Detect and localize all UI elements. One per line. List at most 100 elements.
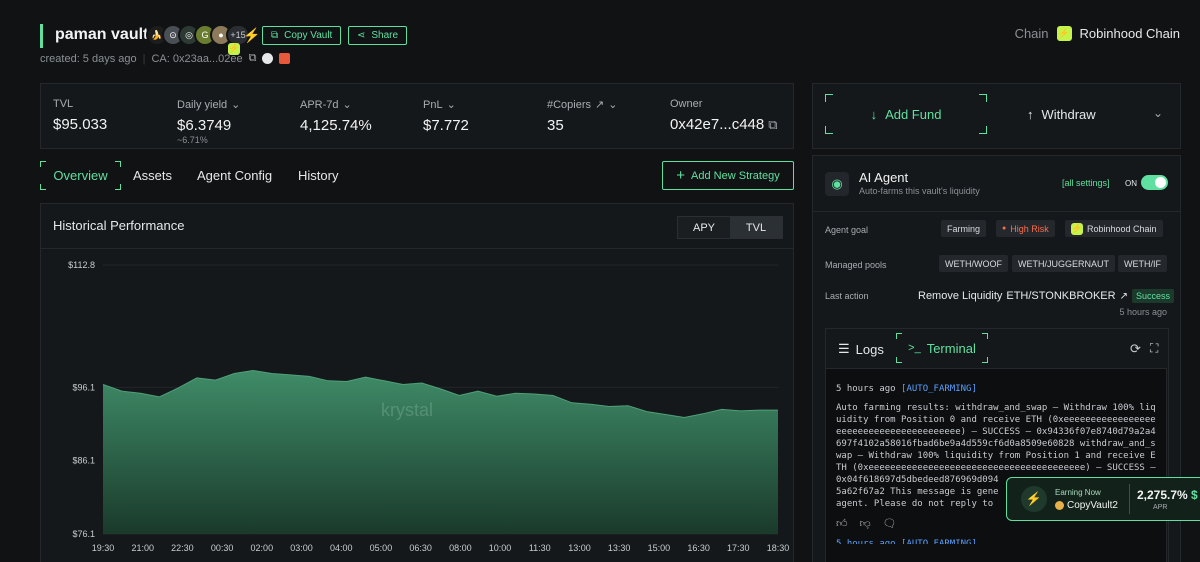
tab-overview[interactable]: Overview xyxy=(40,161,121,190)
historical-performance-panel: Historical Performance APY TVL $112.8 $96… xyxy=(40,203,794,562)
agent-description: Auto-farms this vault's liquidity xyxy=(859,186,980,196)
stat-daily-yield[interactable]: Daily yield ⌄ $6.3749 ~6.71% xyxy=(177,98,241,146)
tab-logs[interactable]: ☰ Logs xyxy=(838,341,884,357)
chevron-down-icon[interactable]: ⌄ xyxy=(1153,106,1164,120)
copy-icon: ⧉ xyxy=(271,30,279,41)
chevron-down-icon: ⌄ xyxy=(342,99,352,111)
toggle-tvl[interactable]: TVL xyxy=(730,217,782,238)
owner-address: 0x42e7...c448 xyxy=(670,116,765,133)
add-strategy-label: Add New Strategy xyxy=(691,169,780,182)
tvl-line-series xyxy=(102,369,778,419)
x-tick-label: 10:00 xyxy=(489,543,512,553)
robinhood-chain-icon: ⚡ xyxy=(1056,26,1072,41)
log-message-line: agent. Please do not reply to xyxy=(836,499,994,509)
withdraw-button[interactable]: ↑ Withdraw xyxy=(1027,94,1127,134)
earning-vault: CopyVault2 xyxy=(1055,500,1118,511)
earning-now-card[interactable]: ⚡ Earning Now CopyVault2 2,275.7% APR $ xyxy=(1006,477,1200,521)
last-action: Remove Liquidity ETH/STONKBROKER ↗ Succe… xyxy=(918,289,1174,303)
all-settings-link[interactable]: [all settings] xyxy=(1062,178,1110,188)
add-fund-label: Add Fund xyxy=(885,106,942,122)
chain-indicator: Chain ⚡ Robinhood Chain xyxy=(1015,26,1180,41)
copy-vault-label: Copy Vault xyxy=(284,30,333,41)
y-tick-label: $76.1 xyxy=(72,529,95,539)
vault-meta: created: 5 days ago | CA: 0x23aa...02ee … xyxy=(40,52,291,65)
x-tick-label: 02:00 xyxy=(251,543,274,553)
tab-assets[interactable]: Assets xyxy=(133,168,173,183)
chevron-down-icon: ⌄ xyxy=(608,99,618,111)
bolt-icon: ⚡ xyxy=(1021,486,1047,512)
asset-avatars[interactable]: 🍌 ⊙ ◎ G ● +15 xyxy=(146,24,250,46)
tab-history[interactable]: History xyxy=(298,168,339,183)
contract-address: CA: 0x23aa...02ee xyxy=(151,52,243,65)
arrow-up-icon: ↑ xyxy=(1027,106,1034,122)
tab-terminal[interactable]: >_ Terminal xyxy=(896,333,988,363)
earning-apr-label: APR xyxy=(1153,504,1168,511)
owner-label: Owner xyxy=(670,98,703,110)
managed-pools-label: Managed pools xyxy=(825,260,887,270)
stat-apr[interactable]: APR-7d ⌄ 4,125.74% xyxy=(300,98,372,135)
thumbs-down-icon[interactable]: 👎︎ xyxy=(859,517,871,530)
tab-agent-config[interactable]: Agent Config xyxy=(197,168,273,183)
stat-copiers[interactable]: #Copiers ↗ ⌄ 35 xyxy=(547,98,618,135)
daily-yield-value: $6.3749 xyxy=(177,117,232,134)
chevron-down-icon: ⌄ xyxy=(231,99,241,111)
stat-pnl[interactable]: PnL ⌄ $7.772 xyxy=(423,98,469,135)
daily-yield-label: Daily yield xyxy=(177,98,228,111)
agent-title: AI Agent xyxy=(859,170,909,185)
chain-label: Chain xyxy=(1014,26,1049,41)
x-tick-label: 05:00 xyxy=(370,543,393,553)
daily-yield-percent: ~6.71% xyxy=(177,135,208,145)
x-tick-label: 22:30 xyxy=(171,543,194,553)
chart-divider xyxy=(41,248,793,249)
log-message: Auto farming results: withdraw_and_swap … xyxy=(836,403,1156,485)
earning-label: Earning Now xyxy=(1055,488,1101,497)
list-icon: ☰ xyxy=(838,341,850,356)
copiers-value: 35 xyxy=(547,117,564,134)
log-message-line: 5a62f67a2 This message is gene xyxy=(836,487,999,497)
terminal-icon: >_ xyxy=(908,342,921,354)
copy-vault-button[interactable]: ⧉ Copy Vault xyxy=(262,26,342,45)
share-button[interactable]: ⋖ Share xyxy=(348,26,408,45)
copy-address-icon[interactable]: ⧉ xyxy=(248,52,257,64)
expand-icon[interactable]: ⛶ xyxy=(1150,341,1159,355)
thumbs-up-icon[interactable]: 👍︎ xyxy=(836,517,848,530)
pool-chip: WETH/WOOF xyxy=(939,255,1008,272)
copy-icon[interactable]: ⧉ xyxy=(768,116,778,132)
log-time: 5 hours ago xyxy=(836,384,896,394)
y-tick-label: $86.1 xyxy=(72,456,95,466)
comment-icon[interactable]: 🗨︎ xyxy=(882,517,897,530)
next-log-header: 5 hours ago [AUTO_FARMING] xyxy=(836,539,977,544)
success-badge: Success xyxy=(1131,289,1174,303)
x-tick-label: 16:30 xyxy=(687,543,710,553)
scan-icon[interactable] xyxy=(279,53,291,64)
chevron-down-icon: ⌄ xyxy=(446,99,456,111)
vault-name: paman vault xyxy=(55,26,149,43)
bolt-icon[interactable]: ⚡ xyxy=(243,27,261,43)
y-tick-label: $112.8 xyxy=(68,260,95,270)
vault-avatar-icon xyxy=(1055,501,1064,510)
metric-toggle[interactable]: APY TVL xyxy=(677,216,783,239)
log-tag: [AUTO_FARMING] xyxy=(901,384,977,394)
tab-overview-label: Overview xyxy=(53,168,108,183)
pool-chip: WETH/JUGGERNAUT xyxy=(1012,255,1115,272)
earning-apr-value: 2,275.7% xyxy=(1137,488,1188,502)
add-fund-button[interactable]: ↓ Add Fund xyxy=(825,94,987,134)
performance-chart: $112.8 $96.1 $86.1 $76.1 19:30 21:00 22:30 00:… xyxy=(68,260,789,553)
refresh-icon[interactable]: ⟳ xyxy=(1130,341,1141,356)
arrow-down-icon: ↓ xyxy=(870,106,878,122)
stat-owner: Owner 0x42e7...c448 ⧉ xyxy=(670,98,778,133)
x-tick-label: 19:30 xyxy=(92,543,115,553)
y-tick-label: $96.1 xyxy=(72,382,95,392)
x-tick-label: 17:30 xyxy=(727,543,750,553)
agent-toggle-switch[interactable] xyxy=(1141,175,1168,190)
external-link-icon[interactable]: ↗ xyxy=(1119,290,1128,302)
pnl-value: $7.772 xyxy=(423,117,469,134)
add-new-strategy-button[interactable]: + Add New Strategy xyxy=(662,161,794,190)
external-link-icon[interactable]: ↗ xyxy=(595,99,605,111)
pool-chip: WETH/IF xyxy=(1118,255,1167,272)
chain-badge-icon: ⚡ xyxy=(228,42,240,55)
explorer-icon[interactable] xyxy=(262,53,274,64)
fund-actions: ↓ Add Fund ↑ Withdraw ⌄ xyxy=(812,83,1181,149)
x-tick-label: 00:30 xyxy=(211,543,234,553)
toggle-apy[interactable]: APY xyxy=(692,221,715,234)
